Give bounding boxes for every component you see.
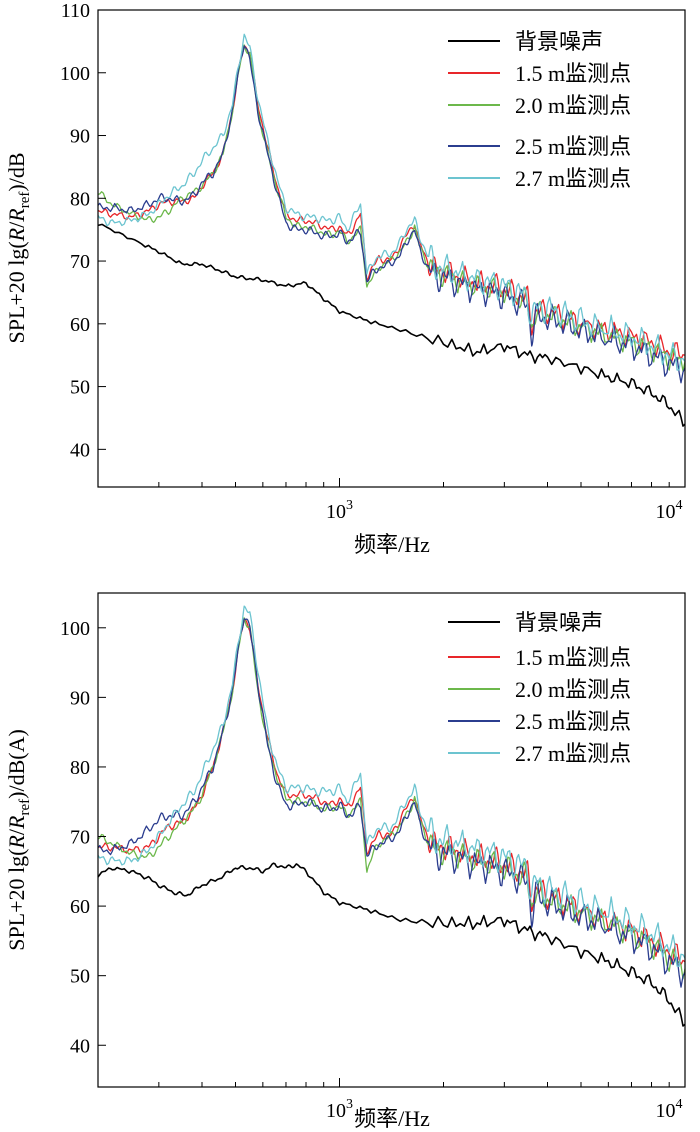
chart-2-plot-frame bbox=[97, 592, 686, 1088]
legend-label-background: 背景噪声 bbox=[515, 610, 603, 635]
series-line-2-0m bbox=[97, 617, 686, 980]
y-tick-label: 40 bbox=[70, 439, 90, 461]
y-tick-label: 110 bbox=[61, 0, 90, 22]
y-tick-label: 60 bbox=[70, 896, 90, 918]
chart-1-y-tick-labels: 40 50 60 70 80 90 100 110 bbox=[60, 0, 90, 461]
chart-1-ticks bbox=[97, 9, 686, 487]
chart-1: 40 50 60 70 80 90 100 110 103 104 频率/Hz SPL+20 … bbox=[4, 0, 686, 557]
legend-label-2-5m: 2.5 m监测点 bbox=[515, 709, 631, 734]
y-tick-label: 70 bbox=[70, 827, 90, 849]
chart-1-x-tick-label: 103 bbox=[326, 498, 353, 523]
series-line-background-noise bbox=[97, 223, 686, 427]
y-tick-label: 80 bbox=[70, 757, 90, 779]
chart-2: 40 50 60 70 80 90 100 103 104 频率/Hz SPL+20 lg(… bbox=[4, 592, 686, 1131]
legend-label-2-0m: 2.0 m监测点 bbox=[515, 677, 631, 702]
legend-label-2-7m: 2.7 m监测点 bbox=[515, 741, 631, 766]
legend-label-2-0m: 2.0 m监测点 bbox=[515, 93, 631, 118]
chart-2-x-tick-label: 104 bbox=[656, 1097, 683, 1122]
legend-label-2-5m: 2.5 m监测点 bbox=[515, 134, 631, 159]
series-line-2-5m bbox=[97, 618, 686, 988]
chart-2-legend: 背景噪声 1.5 m监测点 2.0 m监测点 2.5 m监测点 2.7 m监测点 bbox=[448, 610, 631, 766]
y-tick-label: 90 bbox=[70, 126, 90, 148]
chart-2-x-tick-label: 103 bbox=[326, 1097, 353, 1122]
y-tick-label: 90 bbox=[70, 687, 90, 709]
chart-2-series bbox=[97, 605, 686, 1027]
y-tick-label: 60 bbox=[70, 314, 90, 336]
chart-1-x-axis-title: 频率/Hz bbox=[354, 532, 430, 557]
chart-2-x-tick-labels: 103 104 bbox=[326, 1097, 683, 1122]
chart-2-ticks bbox=[97, 627, 686, 1087]
y-tick-label: 50 bbox=[70, 966, 90, 988]
chart-1-plot-frame bbox=[97, 9, 686, 488]
y-tick-label: 100 bbox=[60, 63, 90, 85]
chart-1-legend: 背景噪声 1.5 m监测点 2.0 m监测点 2.5 m监测点 2.7 m监测点 bbox=[448, 29, 631, 191]
chart-2-y-axis-title: SPL+20 lg(R/Rref)/dB(A) bbox=[4, 729, 33, 951]
legend-label-2-7m: 2.7 m监测点 bbox=[515, 166, 631, 191]
y-tick-label: 80 bbox=[70, 188, 90, 210]
y-tick-label: 70 bbox=[70, 251, 90, 273]
chart-1-x-tick-labels: 103 104 bbox=[326, 498, 683, 523]
y-tick-label: 40 bbox=[70, 1035, 90, 1057]
legend-label-1-5m: 1.5 m监测点 bbox=[515, 61, 631, 86]
legend-label-1-5m: 1.5 m监测点 bbox=[515, 645, 631, 670]
chart-2-x-axis-title: 频率/Hz bbox=[354, 1106, 430, 1131]
series-line-background-noise bbox=[97, 862, 686, 1027]
chart-1-y-axis-title: SPL+20 lg(R/Rref)/dB bbox=[4, 152, 33, 343]
chart-2-y-tick-labels: 40 50 60 70 80 90 100 bbox=[60, 618, 90, 1057]
y-tick-label: 100 bbox=[60, 618, 90, 640]
legend-label-background: 背景噪声 bbox=[515, 29, 603, 54]
chart-1-series bbox=[97, 33, 686, 427]
series-line-2-7m bbox=[97, 33, 686, 371]
chart-1-x-tick-label: 104 bbox=[656, 498, 683, 523]
series-line-2-7m bbox=[97, 605, 686, 967]
y-tick-label: 50 bbox=[70, 377, 90, 399]
series-line-2-5m bbox=[97, 45, 686, 384]
